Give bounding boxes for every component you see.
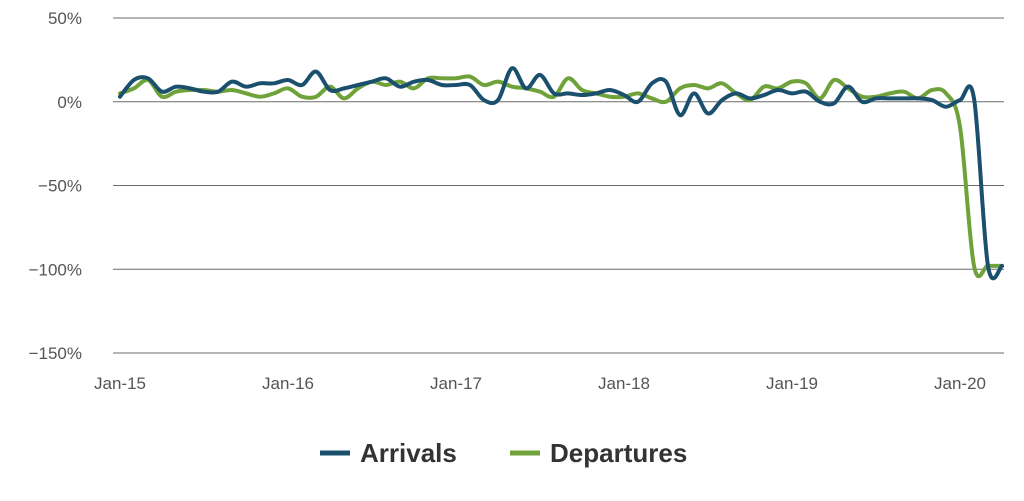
y-axis-tick-labels: 50% 0% −50% −100% −150% xyxy=(29,9,82,363)
legend-label-departures: Departures xyxy=(550,438,687,468)
legend: Arrivals Departures xyxy=(320,438,687,468)
series-lines xyxy=(118,66,1004,281)
y-tick-label: −50% xyxy=(38,177,82,196)
legend-label-arrivals: Arrivals xyxy=(360,438,457,468)
x-axis-tick-labels: Jan-15 Jan-16 Jan-17 Jan-18 Jan-19 Jan-20 xyxy=(94,374,986,393)
series-line-arrivals xyxy=(118,66,1004,281)
series-line-departures xyxy=(118,74,1004,279)
x-tick-label: Jan-19 xyxy=(766,374,818,393)
y-tick-label: 0% xyxy=(57,93,82,112)
gridlines xyxy=(113,17,1004,354)
y-tick-label: 50% xyxy=(48,9,82,28)
y-tick-label: −100% xyxy=(29,260,82,279)
x-tick-label: Jan-15 xyxy=(94,374,146,393)
x-tick-label: Jan-17 xyxy=(430,374,482,393)
x-tick-label: Jan-18 xyxy=(598,374,650,393)
x-tick-label: Jan-20 xyxy=(934,374,986,393)
x-tick-label: Jan-16 xyxy=(262,374,314,393)
y-tick-label: −150% xyxy=(29,344,82,363)
